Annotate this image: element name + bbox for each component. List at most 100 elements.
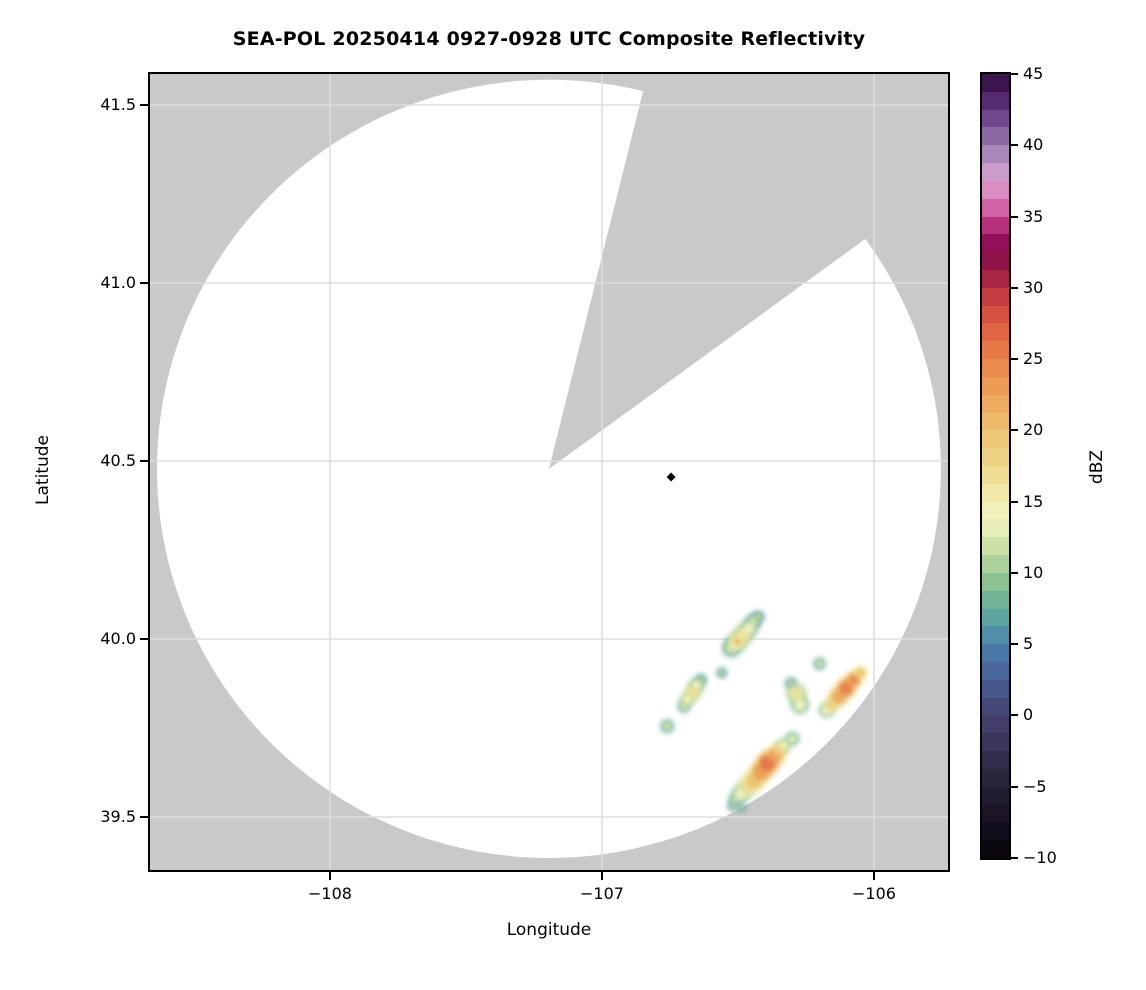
colorbar-band xyxy=(982,840,1009,859)
colorbar-tick-mark xyxy=(1011,857,1018,859)
colorbar-tick-mark xyxy=(1011,785,1018,788)
colorbar-band xyxy=(982,715,1009,735)
echo-core xyxy=(738,804,745,811)
colorbar-band xyxy=(982,466,1009,485)
colorbar-band xyxy=(982,572,1009,592)
colorbar-band xyxy=(982,644,1009,663)
y-tick-mark xyxy=(140,638,148,640)
map-plot-area xyxy=(148,72,950,872)
site-diamond-marker xyxy=(666,472,676,482)
colorbar-band xyxy=(982,519,1009,539)
radar-map-svg xyxy=(148,72,950,872)
colorbar-tick-label: 25 xyxy=(1023,349,1044,369)
y-tick-label: 40.5 xyxy=(100,451,136,470)
y-tick-mark xyxy=(140,816,148,818)
echo-core xyxy=(787,679,796,688)
x-tick-mark xyxy=(601,872,603,880)
x-tick-mark xyxy=(873,872,875,880)
colorbar-band xyxy=(982,448,1009,467)
blocked-sector-wedge xyxy=(548,72,931,469)
colorbar-unit-label: dBZ xyxy=(1087,449,1107,485)
echo-core xyxy=(778,740,789,751)
colorbar-tick-mark xyxy=(1011,144,1018,147)
x-tick-label: −106 xyxy=(852,884,896,903)
colorbar-band xyxy=(982,198,1009,218)
colorbar-tick-mark xyxy=(1011,643,1018,646)
colorbar-tick-label: −10 xyxy=(1023,848,1057,867)
colorbar-tick-mark xyxy=(1011,714,1018,717)
colorbar-band xyxy=(982,74,1009,93)
echo-core xyxy=(682,694,693,705)
colorbar-tick-label: 45 xyxy=(1023,64,1044,83)
colorbar-band xyxy=(982,590,1009,610)
colorbar-band xyxy=(982,751,1009,770)
colorbar-tick-label: 0 xyxy=(1023,705,1034,725)
echo-core xyxy=(662,721,672,731)
colorbar-tick-mark xyxy=(1011,571,1018,574)
colorbar-band xyxy=(982,305,1009,325)
colorbar-band xyxy=(982,768,1009,788)
echo-core xyxy=(794,698,807,711)
echo-core xyxy=(718,669,726,677)
echo-core xyxy=(847,673,860,686)
colorbar-tick-mark xyxy=(1011,358,1018,361)
colorbar-band xyxy=(982,91,1009,111)
colorbar-band xyxy=(982,662,1009,681)
plot-title: SEA-POL 20250414 0927-0928 UTC Composite… xyxy=(232,28,866,50)
y-axis-label: Latitude xyxy=(33,435,53,505)
colorbar-band xyxy=(982,804,1009,824)
colorbar-band xyxy=(982,555,1009,574)
colorbar-band xyxy=(982,483,1009,503)
colorbar-band xyxy=(982,252,1009,271)
colorbar-band xyxy=(982,163,1009,182)
colorbar-band xyxy=(982,323,1009,343)
colorbar-band xyxy=(982,501,1009,521)
y-tick-label: 41.5 xyxy=(100,95,136,114)
colorbar-band xyxy=(982,412,1009,432)
colorbar-band xyxy=(982,626,1009,646)
echo-core xyxy=(679,702,688,711)
colorbar-band xyxy=(982,537,1009,557)
colorbar-tick-label: 20 xyxy=(1023,420,1044,440)
echo-core xyxy=(789,687,804,702)
echo-core xyxy=(838,681,853,696)
y-tick-label: 39.5 xyxy=(100,807,136,826)
colorbar-band xyxy=(982,341,1009,361)
colorbar-band xyxy=(982,786,1009,806)
y-tick-label: 41.0 xyxy=(100,273,136,292)
colorbar-band xyxy=(982,109,1009,129)
colorbar-tick-mark xyxy=(1011,429,1018,432)
x-tick-label: −108 xyxy=(308,884,352,903)
colorbar-tick-label: 40 xyxy=(1023,135,1044,155)
colorbar-band xyxy=(982,608,1009,628)
echo-core xyxy=(697,675,705,683)
colorbar-band xyxy=(982,376,1009,396)
x-tick-label: −107 xyxy=(580,884,624,903)
y-tick-mark xyxy=(140,282,148,284)
colorbar-band xyxy=(982,145,1009,165)
colorbar-tick-mark xyxy=(1011,215,1018,218)
y-tick-mark xyxy=(140,460,148,462)
colorbar-tick-label: 35 xyxy=(1023,206,1044,226)
colorbar-band xyxy=(982,822,1009,842)
x-axis-label: Longitude xyxy=(506,920,592,940)
colorbar-band xyxy=(982,394,1009,414)
colorbar-band xyxy=(982,180,1009,200)
colorbar-band xyxy=(982,234,1009,254)
echo-core xyxy=(815,659,824,668)
colorbar-tick-mark xyxy=(1011,286,1018,289)
echo-core xyxy=(855,667,866,678)
x-tick-mark xyxy=(329,872,331,880)
colorbar-band xyxy=(982,697,1009,717)
colorbar-band xyxy=(982,679,1009,699)
colorbar-tick-mark xyxy=(1011,500,1018,503)
colorbar-tick-label: 10 xyxy=(1023,562,1044,582)
colorbar-tick-label: 5 xyxy=(1023,634,1034,654)
colorbar-band xyxy=(982,359,1009,378)
colorbar-band xyxy=(982,270,1009,289)
colorbar-tick-label: 30 xyxy=(1023,277,1044,297)
colorbar-tick-mark xyxy=(1011,73,1018,75)
y-tick-label: 40.0 xyxy=(100,629,136,648)
echo-core xyxy=(754,612,763,621)
